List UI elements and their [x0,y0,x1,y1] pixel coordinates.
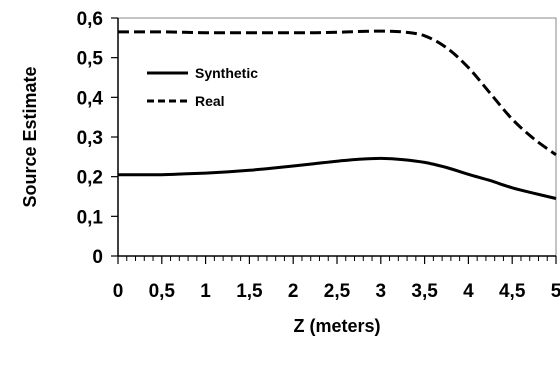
x-tick-label: 3 [376,281,387,302]
series-layer [117,29,557,200]
x-axis: 0 0,5 1 1,5 2 2,5 3 3,5 4 4,5 5 [113,255,560,302]
x-tick-label: 1 [200,281,211,302]
x-tick-label: 0 [113,281,124,302]
y-tick-label: 0 [92,247,103,268]
x-tick-label: 4,5 [499,281,526,302]
y-tick-label: 0,1 [77,207,104,228]
x-tick-label: 1,5 [236,281,263,302]
series-line-real [117,29,557,157]
x-tick-label: 2 [288,281,299,302]
legend: Synthetic Real [147,65,258,109]
x-tick-label: 2,5 [324,281,351,302]
series-line-synthetic [118,156,557,200]
y-tick-label: 0,6 [77,9,103,30]
x-tick-label: 0,5 [149,281,176,302]
x-tick-label: 4 [463,281,474,302]
plot-frame [117,17,557,257]
y-tick-label: 0,2 [77,168,103,189]
y-axis-title: Source Estimate [20,66,40,207]
x-axis-title: Z (meters) [293,316,380,336]
y-tick-label: 0,5 [77,49,104,70]
legend-label-real: Real [195,93,225,109]
x-tick-label: 3,5 [411,281,438,302]
x-tick-label: 5 [551,281,560,302]
y-tick-label: 0,4 [77,88,104,109]
y-axis: 0 0,1 0,2 0,3 0,4 0,5 0,6 [77,9,119,268]
y-tick-label: 0,3 [77,128,103,149]
legend-label-synthetic: Synthetic [195,65,258,81]
